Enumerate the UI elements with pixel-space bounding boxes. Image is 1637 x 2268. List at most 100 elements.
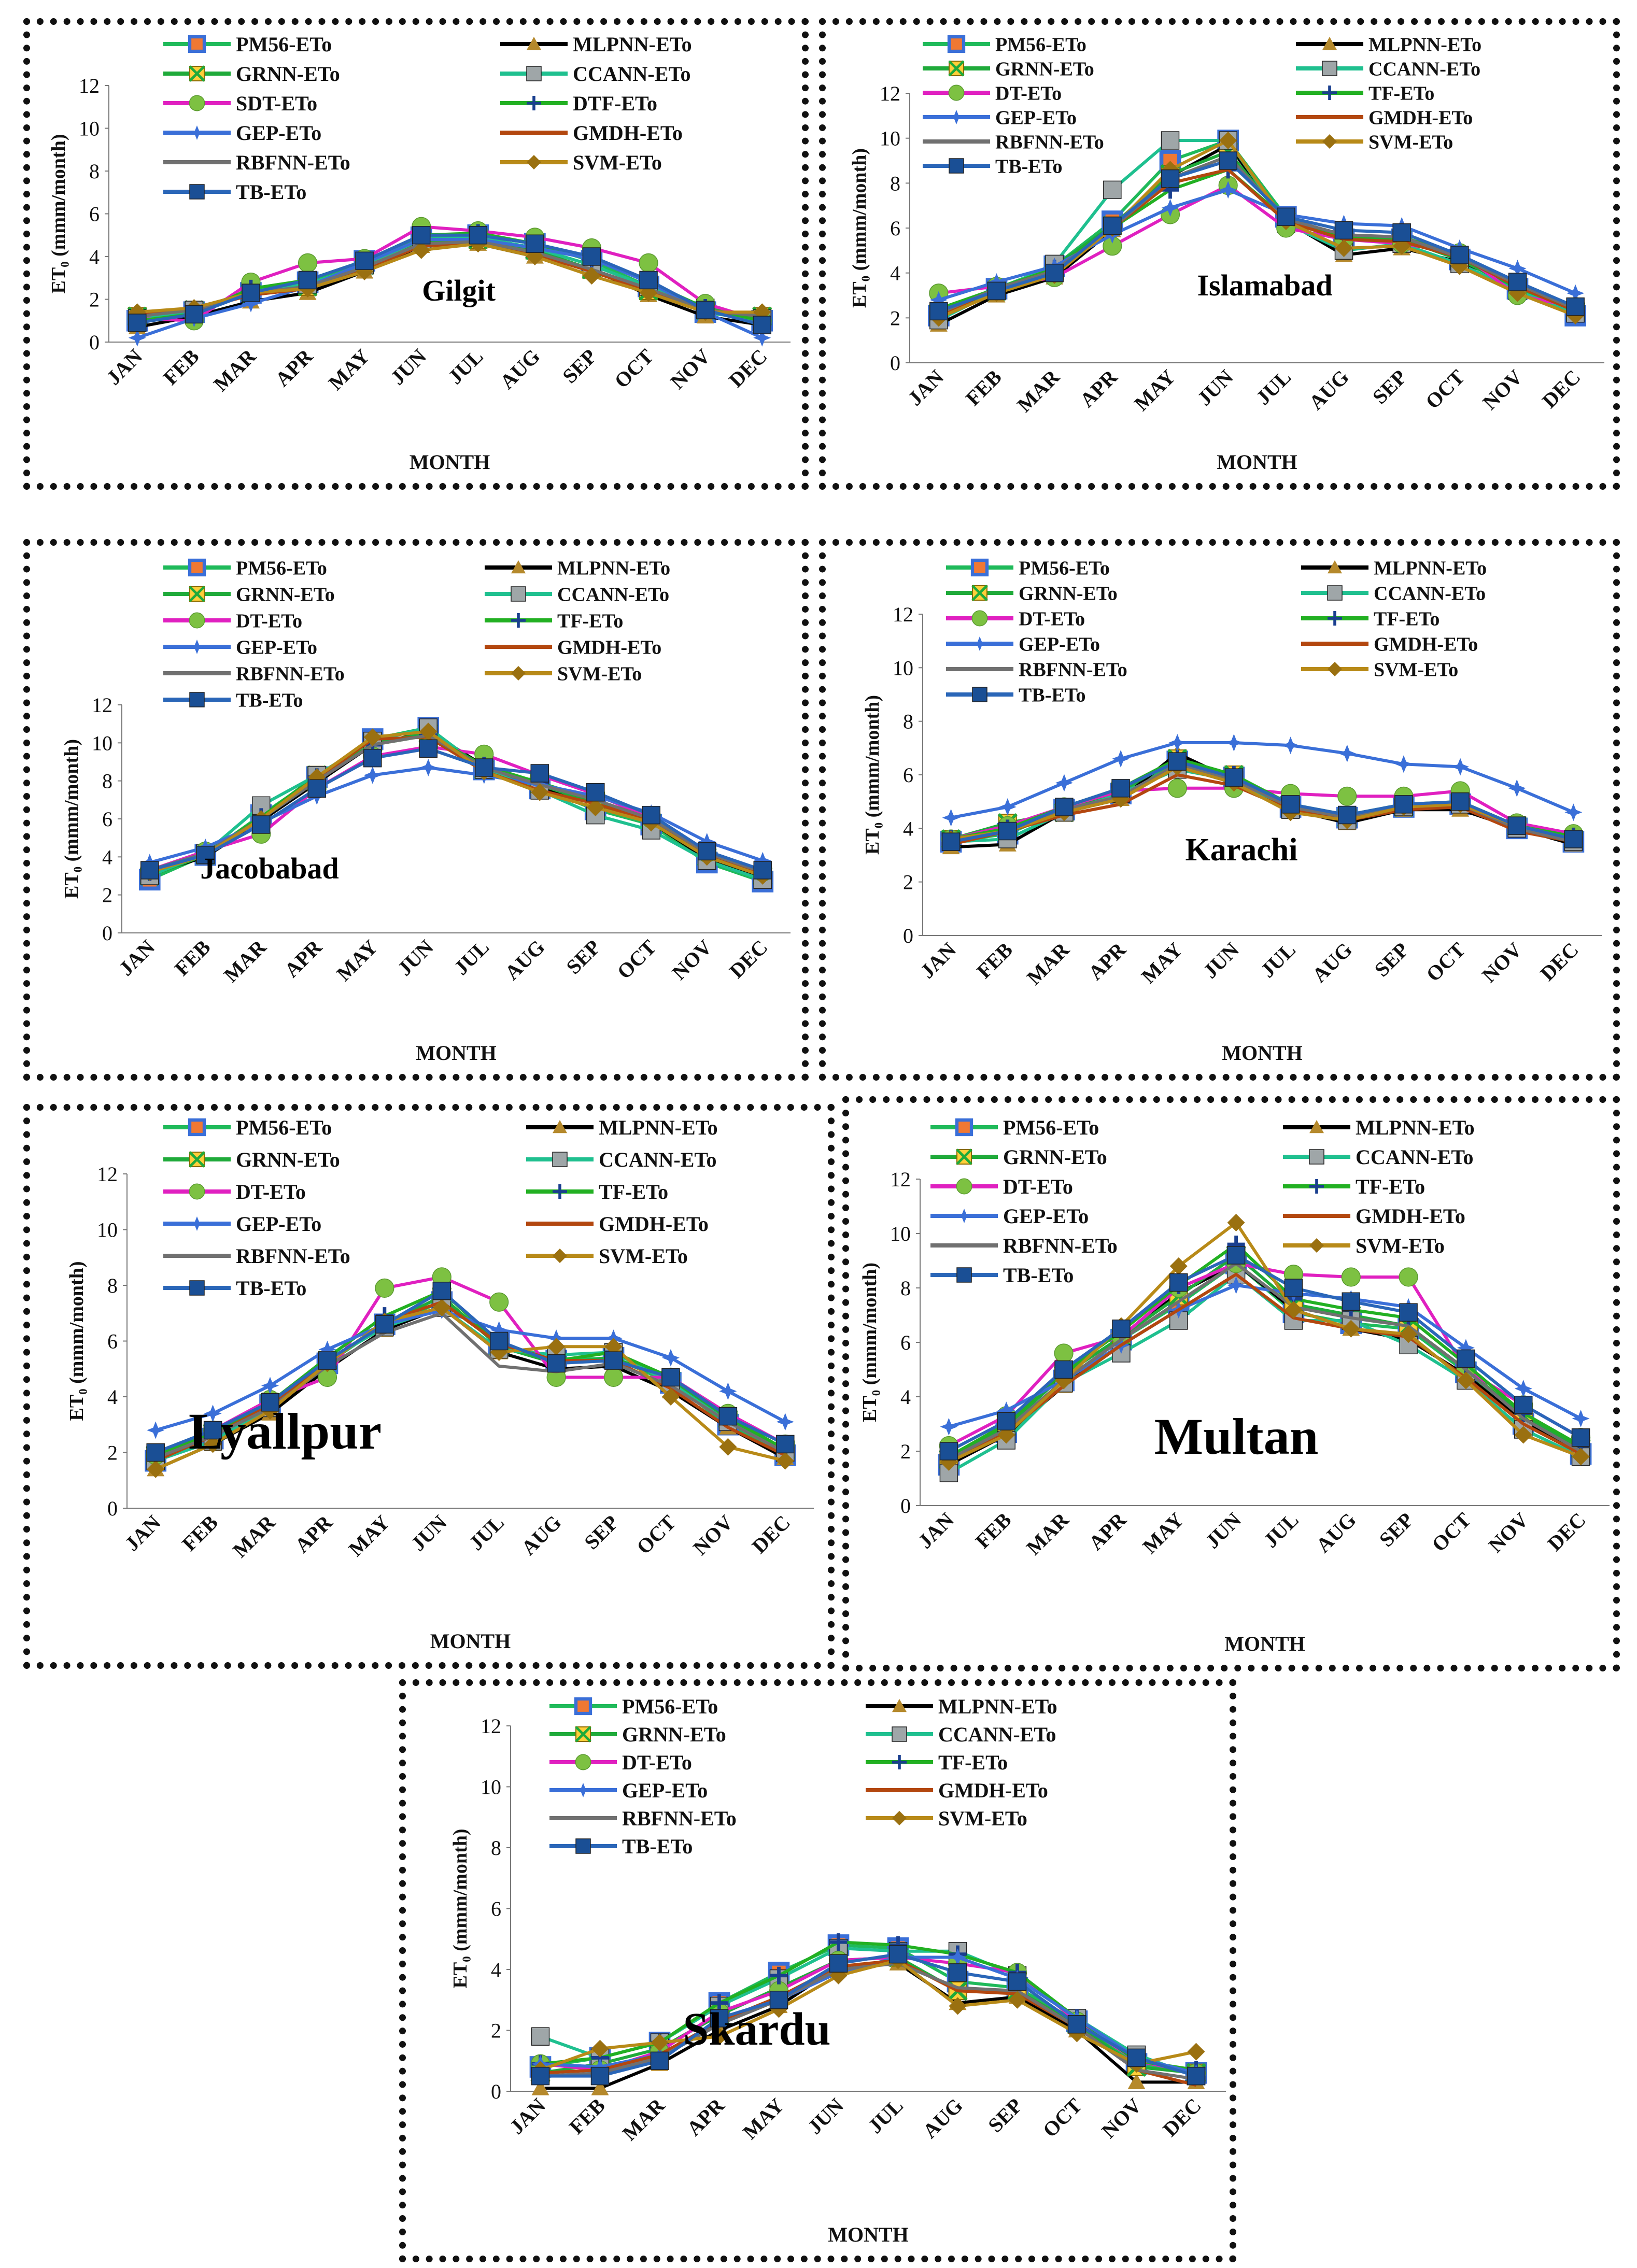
legend-label: TB-ETo <box>236 689 303 711</box>
series-line <box>137 233 763 327</box>
data-point <box>754 852 772 870</box>
legend-label: MLPNN-ETo <box>1356 1116 1475 1139</box>
data-point <box>252 815 271 834</box>
data-point <box>1514 1426 1532 1444</box>
legend-label: DT-ETo <box>236 1180 306 1203</box>
data-point <box>710 2028 728 2046</box>
legend-swatch-marker <box>188 1118 206 1137</box>
legend-label: SVM-ETo <box>599 1244 688 1268</box>
data-point <box>489 1331 509 1351</box>
legend-item: GRNN-ETo <box>923 58 1094 80</box>
data-point <box>1457 1371 1475 1390</box>
x-axis-title: MONTH <box>416 1041 497 1065</box>
legend-label: CCANN-ETo <box>1356 1145 1473 1169</box>
legend-item: SDT-ETo <box>163 92 317 115</box>
legend-label: DT-ETo <box>1019 608 1085 630</box>
data-point <box>1566 297 1585 316</box>
station-label: Multan <box>1154 1408 1319 1465</box>
data-point <box>363 748 382 768</box>
data-point <box>308 768 326 786</box>
data-point <box>1572 1410 1590 1427</box>
plot-area <box>529 1933 1207 2095</box>
legend-label: GMDH-ETo <box>573 121 683 145</box>
legend-label: RBFNN-ETo <box>236 663 345 685</box>
legend-swatch-marker <box>575 1838 591 1854</box>
series-line <box>149 766 764 864</box>
legend-label: GMDH-ETo <box>1374 633 1478 655</box>
y-tick-label: 10 <box>880 127 900 150</box>
legend-item: CCANN-ETo <box>1301 583 1486 604</box>
data-point <box>1337 786 1357 806</box>
legend-item: CCANN-ETo <box>1296 58 1480 80</box>
legend-swatch-marker <box>575 1754 591 1770</box>
y-axis-title: ET₀ (mmm/month) <box>449 1829 471 1989</box>
legend-item: RBFNN-ETo <box>946 659 1127 681</box>
data-point <box>1457 1339 1475 1357</box>
chart-skardu: 0 2 4 6 8 10 12 JAN FEB MAR APR MAY JUN JUL AUG SEP OCT N… <box>449 1695 1226 2246</box>
x-tick-label: JUN <box>386 344 431 389</box>
x-tick-label: OCT <box>632 1510 680 1558</box>
legend-label: TF-ETo <box>599 1180 668 1203</box>
data-point <box>1394 755 1413 773</box>
legend-label: RBFNN-ETo <box>236 151 350 174</box>
legend-label: SVM-ETo <box>573 151 662 174</box>
data-point <box>128 329 146 347</box>
data-point <box>419 759 438 776</box>
legend-item: TB-ETo <box>163 689 303 711</box>
data-point <box>586 799 604 816</box>
data-point <box>753 316 771 334</box>
data-point <box>419 722 438 741</box>
data-point <box>490 1321 508 1339</box>
x-tick-label: DEC <box>1543 1508 1590 1556</box>
legend-item: PM56-ETo <box>163 557 327 579</box>
legend-item: GMDH-ETo <box>1283 1204 1465 1228</box>
x-tick-label: APR <box>682 2093 729 2141</box>
x-tick-label: MAY <box>738 2093 788 2144</box>
y-tick-label: 0 <box>102 922 112 945</box>
data-point <box>1168 734 1187 752</box>
x-tick-label: MAR <box>1022 1508 1074 1560</box>
legend-item: SVM-ETo <box>500 151 662 174</box>
legend-label: TB-ETo <box>622 1835 693 1858</box>
y-tick-label: 10 <box>97 1218 118 1242</box>
data-point <box>128 314 147 332</box>
legend-swatch-marker <box>189 1151 205 1168</box>
series-line <box>951 765 1574 841</box>
x-tick-label: JUN <box>1193 365 1238 410</box>
data-point <box>1451 792 1470 811</box>
data-point <box>1572 1448 1590 1466</box>
y-tick-label: 10 <box>481 1776 501 1799</box>
series-line <box>948 1272 1582 1464</box>
series-tb-eto <box>128 226 771 334</box>
y-tick-label: 12 <box>79 74 100 97</box>
data-point <box>412 226 431 245</box>
legend: PM56-ETo MLPNN-ETo GRNN-ETo CCANN-ETo DT-ETo… <box>946 557 1487 706</box>
legend-swatch-marker <box>1309 1179 1324 1194</box>
legend-item: CCANN-ETo <box>485 584 669 605</box>
data-point <box>1120 1344 1122 1346</box>
legend-swatch-marker <box>553 1184 567 1199</box>
legend-swatch-marker <box>575 1726 591 1742</box>
legend-label: TF-ETo <box>1356 1175 1425 1198</box>
legend-item: SVM-ETo <box>1296 131 1453 153</box>
data-point <box>1178 1309 1179 1310</box>
legend-item: TB-ETo <box>930 1264 1074 1287</box>
series-line <box>136 238 763 339</box>
data-point <box>651 2034 669 2051</box>
legend-label: MLPNN-ETo <box>557 557 670 579</box>
legend-item: TB-ETo <box>946 684 1086 706</box>
legend-swatch-marker <box>188 35 206 53</box>
data-point <box>298 271 317 290</box>
x-tick-label: JUN <box>406 1510 451 1555</box>
data-point <box>412 241 430 259</box>
data-point <box>1225 734 1243 752</box>
legend-item: PM56-ETo <box>163 33 332 56</box>
data-point <box>1334 221 1353 240</box>
legend-item: RBFNN-ETo <box>549 1807 737 1830</box>
legend-item: GEP-ETo <box>163 1212 321 1236</box>
x-tick-label: FEB <box>565 2094 610 2139</box>
series-line <box>948 1221 1582 1464</box>
chart-lyallpur: 0 2 4 6 8 10 12 JAN FEB MAR APR MAY JUN JUL AUG SEP OCT N… <box>66 1116 814 1653</box>
data-point <box>586 783 605 802</box>
data-point <box>1508 779 1526 797</box>
